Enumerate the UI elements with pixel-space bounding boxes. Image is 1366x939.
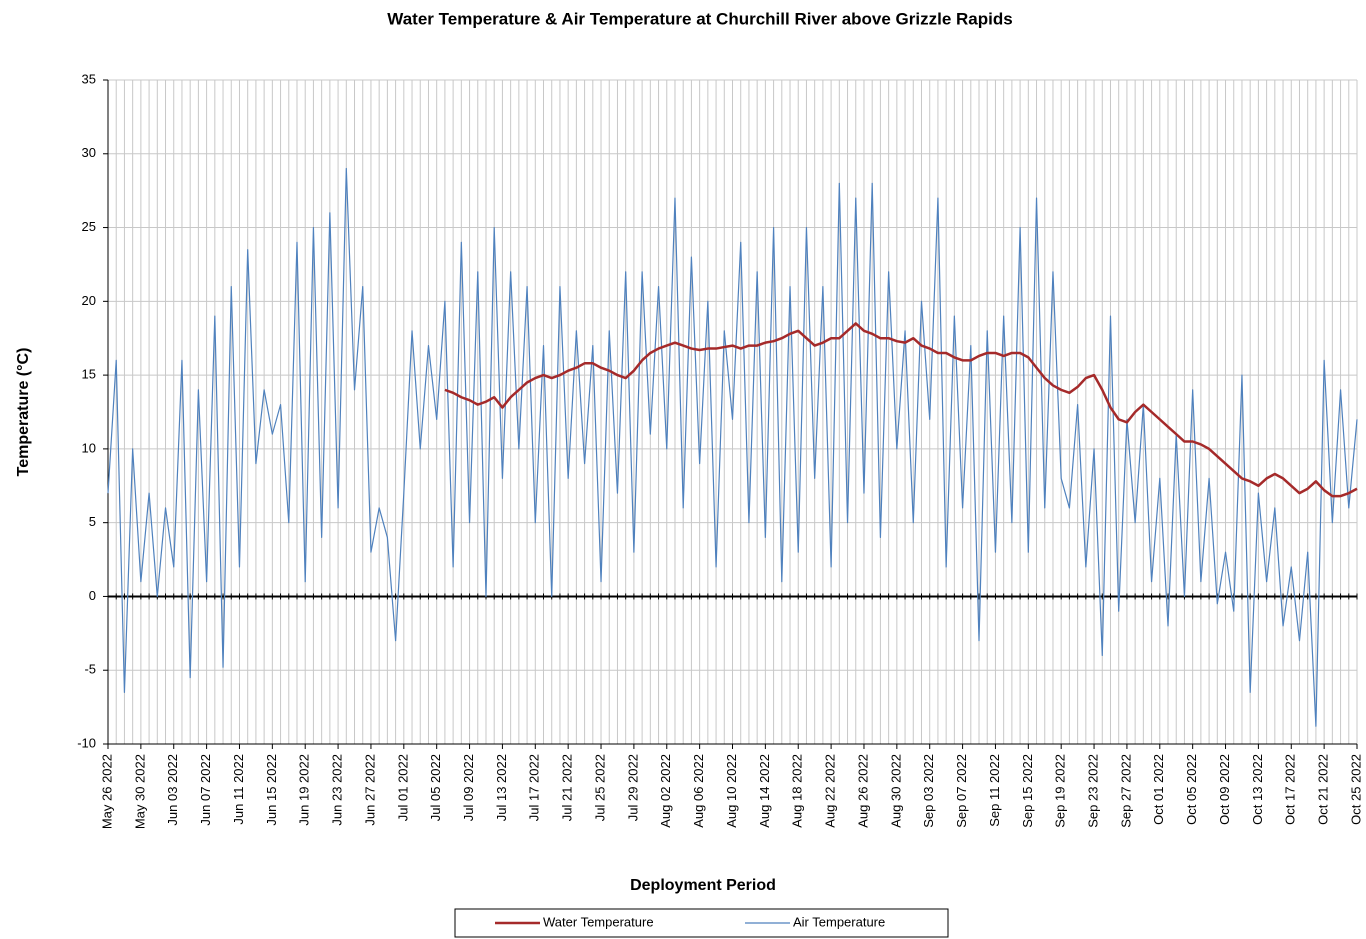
x-tick-label: Sep 19 2022 <box>1053 754 1068 828</box>
x-tick-label: Oct 17 2022 <box>1283 754 1298 825</box>
x-tick-label: Jun 11 2022 <box>231 754 246 825</box>
x-tick-label: Aug 22 2022 <box>823 754 838 828</box>
x-tick-label: Jul 01 2022 <box>395 754 410 821</box>
chart-title: Water Temperature & Air Temperature at C… <box>387 9 1012 28</box>
legend-label: Air Temperature <box>793 914 885 929</box>
x-tick-label: Aug 06 2022 <box>691 754 706 828</box>
x-tick-label: Sep 15 2022 <box>1020 754 1035 828</box>
y-tick-label: 10 <box>82 440 96 455</box>
x-tick-label: Aug 30 2022 <box>888 754 903 828</box>
x-tick-label: Sep 03 2022 <box>921 754 936 828</box>
x-tick-label: Jul 17 2022 <box>527 754 542 821</box>
y-tick-label: -10 <box>77 735 96 750</box>
x-tick-label: May 30 2022 <box>132 754 147 829</box>
y-tick-label: -5 <box>84 662 96 677</box>
series-line <box>444 322 1358 498</box>
x-axis-title: Deployment Period <box>630 877 776 894</box>
y-tick-label: 0 <box>89 588 96 603</box>
x-tick-label: Jun 15 2022 <box>264 754 279 826</box>
legend-label: Water Temperature <box>543 914 654 929</box>
x-tick-label: Jul 09 2022 <box>461 754 476 821</box>
x-tick-label: Jun 19 2022 <box>297 754 312 826</box>
y-tick-label: 30 <box>82 145 96 160</box>
x-tick-label: Jul 05 2022 <box>428 754 443 821</box>
y-tick-label: 15 <box>82 367 96 382</box>
x-tick-label: Sep 27 2022 <box>1118 754 1133 828</box>
x-tick-label: Jun 27 2022 <box>362 754 377 826</box>
x-tick-label: Jul 25 2022 <box>592 754 607 821</box>
x-tick-label: Sep 23 2022 <box>1085 754 1100 828</box>
x-tick-label: Aug 14 2022 <box>757 754 772 828</box>
x-tick-label: Oct 25 2022 <box>1348 754 1363 825</box>
x-tick-label: Aug 02 2022 <box>658 754 673 828</box>
x-tick-label: Jun 03 2022 <box>165 754 180 826</box>
y-tick-label: 35 <box>82 71 96 86</box>
x-tick-label: Jun 07 2022 <box>198 754 213 826</box>
x-tick-label: May 26 2022 <box>99 754 114 829</box>
x-tick-label: Oct 21 2022 <box>1316 754 1331 825</box>
x-tick-label: Jul 29 2022 <box>625 754 640 821</box>
x-tick-label: Aug 26 2022 <box>855 754 870 828</box>
y-tick-label: 20 <box>82 293 96 308</box>
x-tick-label: Oct 01 2022 <box>1151 754 1166 825</box>
y-tick-label: 25 <box>82 219 96 234</box>
x-tick-label: Sep 07 2022 <box>954 754 969 828</box>
x-tick-label: Jul 21 2022 <box>560 754 575 821</box>
y-axis-title: Temperature (°C) <box>15 348 32 477</box>
y-tick-label: 5 <box>89 514 96 529</box>
x-tick-label: Aug 18 2022 <box>790 754 805 828</box>
series-line <box>107 167 1358 727</box>
x-tick-label: Aug 10 2022 <box>724 754 739 828</box>
x-tick-label: Oct 09 2022 <box>1217 754 1232 825</box>
x-tick-label: Jun 23 2022 <box>330 754 345 826</box>
legend: Water Temperature Air Temperature <box>454 908 949 938</box>
x-tick-label: Oct 05 2022 <box>1184 754 1199 825</box>
x-tick-label: Sep 11 2022 <box>987 754 1002 827</box>
x-tick-label: Jul 13 2022 <box>494 754 509 821</box>
x-tick-label: Oct 13 2022 <box>1250 754 1265 825</box>
